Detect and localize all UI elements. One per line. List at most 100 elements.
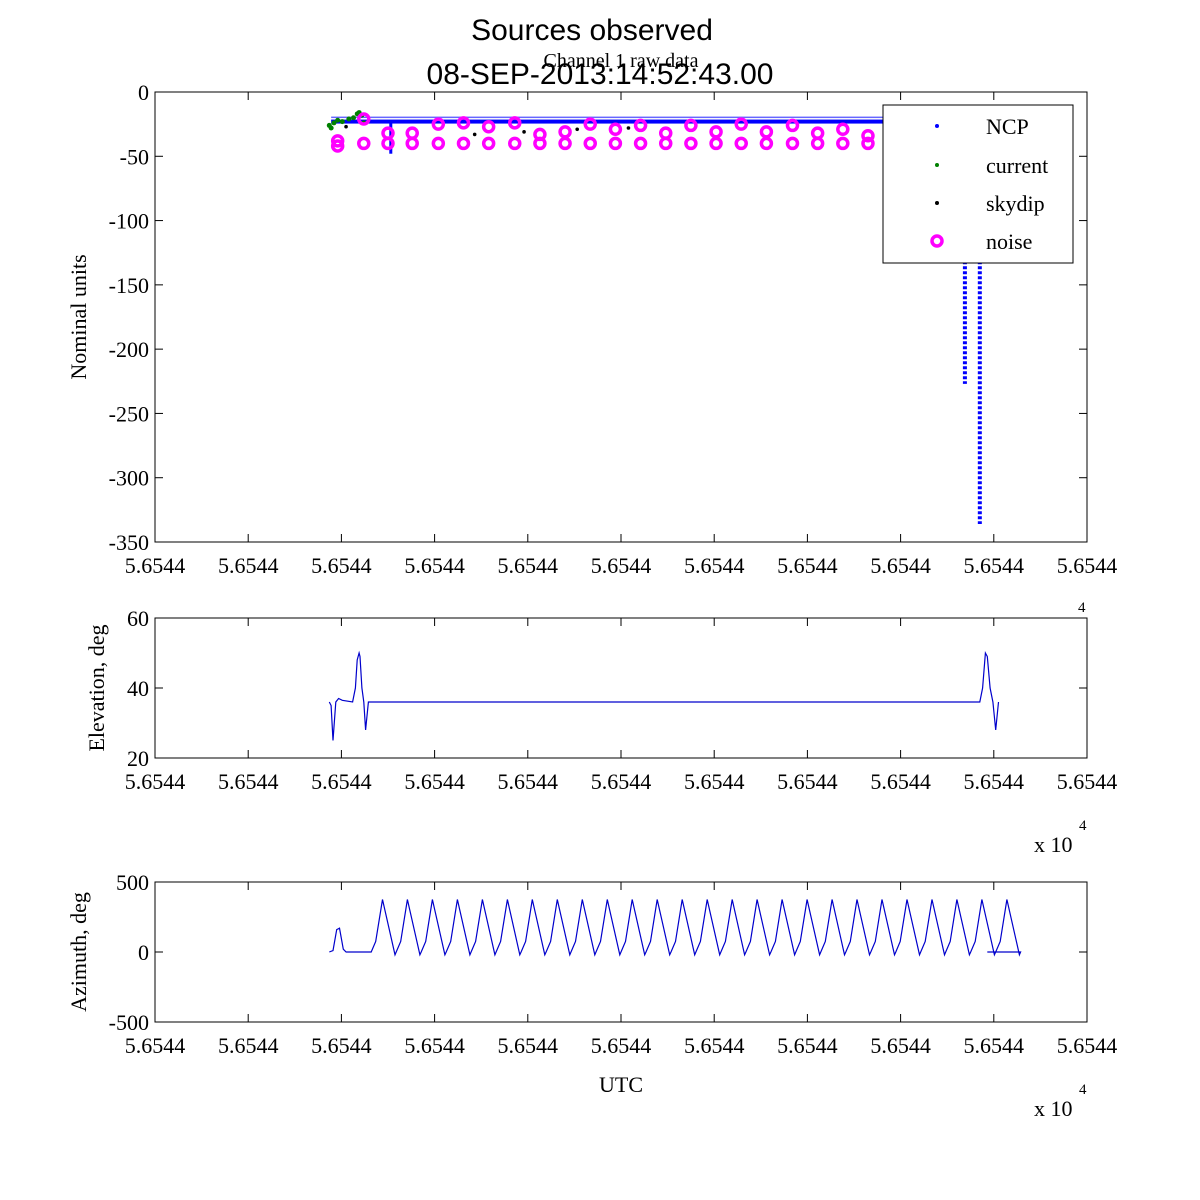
noise-point-25	[633, 136, 648, 151]
current-point-6	[351, 115, 357, 121]
legend-label-ncp: NCP	[986, 114, 1029, 139]
noise-point-29	[684, 136, 698, 151]
elevation-plot-area	[154, 617, 1088, 759]
azimuth-line	[329, 899, 1022, 957]
noise-point-24	[633, 118, 648, 133]
raw-data-xtick-label-9: 5.6544	[964, 553, 1025, 578]
elevation-xtick-label-3: 5.6544	[404, 769, 465, 794]
elevation-xtick-label-5: 5.6544	[591, 769, 652, 794]
azimuth-xtick-label-9: 5.6544	[964, 1033, 1025, 1058]
azimuth-xtick-label-5: 5.6544	[591, 1033, 652, 1058]
ncp-series-band-upper	[331, 116, 983, 119]
legend-marker-noise	[930, 234, 944, 248]
figure-title-line1: Sources observed	[471, 14, 713, 47]
azimuth-ytick-label-0: 500	[116, 870, 149, 895]
noise-point-22	[608, 122, 623, 137]
noise-point-3	[357, 136, 371, 151]
elevation-xtick-label-2: 5.6544	[311, 769, 372, 794]
noise-point-5	[381, 136, 395, 151]
raw-data-ytick-label-4: -200	[109, 337, 149, 362]
skydip-point-2	[522, 130, 526, 134]
elevation-ytick-label-1: 40	[127, 676, 149, 701]
raw-data-xtick-label-8: 5.6544	[870, 553, 931, 578]
noise-point-36	[785, 118, 800, 133]
raw-data-axes: Channel 1 raw data Nominal units 0 -50 -10…	[66, 50, 1117, 578]
legend-marker-skydip	[935, 201, 939, 205]
noise-point-43	[861, 136, 875, 151]
legend-marker-ncp	[935, 124, 939, 128]
noise-point-9	[431, 136, 446, 151]
noise-point-35	[759, 136, 774, 151]
noise-point-32	[734, 117, 748, 131]
elevation-ytick-label-0: 60	[127, 606, 149, 631]
raw-data-xtick-label-6: 5.6544	[684, 553, 745, 578]
legend-label-skydip: skydip	[986, 191, 1045, 216]
noise-point-31	[709, 136, 723, 151]
noise-point-40	[836, 122, 850, 137]
noise-point-2	[357, 112, 371, 126]
elevation-xtick-label-6: 5.6544	[684, 769, 745, 794]
noise-point-1	[330, 139, 345, 153]
azimuth-ytick-label-1: 0	[138, 940, 149, 965]
noise-point-27	[658, 136, 673, 151]
azimuth-xtick-label-10: 5.6544	[1057, 1033, 1118, 1058]
elevation-xtick-label-1: 5.6544	[218, 769, 279, 794]
raw-data-xtick-label-7: 5.6544	[777, 553, 838, 578]
skydip-point-1	[472, 132, 477, 137]
elevation-xtick-label-0: 5.6544	[125, 769, 186, 794]
noise-point-23	[608, 136, 623, 151]
noise-point-41	[836, 136, 850, 151]
elevation-xtick-label-8: 5.6544	[870, 769, 931, 794]
skydip-point-3	[575, 127, 579, 132]
raw-data-ytick-label-3: -150	[109, 273, 149, 298]
noise-point-39	[810, 136, 825, 151]
azimuth-y-axis-label: Azimuth, deg	[66, 892, 91, 1012]
current-point-2	[331, 120, 337, 126]
noise-point-21	[583, 136, 597, 151]
elevation-line	[328, 650, 1000, 741]
elevation-x-multiplier: x 10	[1034, 832, 1073, 857]
noise-point-10	[456, 116, 471, 130]
skydip-point-4	[626, 126, 631, 130]
raw-data-ytick-label-6: -300	[109, 466, 149, 491]
raw-data-ytick-label-2: -100	[109, 209, 149, 234]
raw-data-ytick-label-5: -250	[109, 401, 149, 426]
elevation-xtick-label-10: 5.6544	[1057, 769, 1118, 794]
azimuth-ytick-label-2: -500	[109, 1010, 149, 1035]
current-point-1	[328, 125, 334, 131]
elevation-ytick-label-2: 20	[127, 746, 149, 771]
raw-data-ytick-label-1: -50	[120, 144, 149, 169]
raw-data-xtick-label-2: 5.6544	[311, 553, 372, 578]
legend: NCP current skydip noise	[882, 104, 1074, 264]
noise-point-13	[481, 136, 496, 151]
noise-point-33	[734, 136, 748, 151]
skydip-point-0	[344, 124, 348, 129]
azimuth-xtick-label-7: 5.6544	[777, 1033, 838, 1058]
noise-point-37	[785, 136, 800, 151]
noise-point-20	[583, 117, 597, 131]
legend-marker-current	[935, 163, 939, 167]
noise-point-11	[456, 136, 471, 151]
noise-point-42	[861, 128, 875, 143]
azimuth-axes: Azimuth, deg 500 0 -500 5.6544 5.6544 5.6544…	[66, 870, 1117, 1121]
raw-data-xtick-label-1: 5.6544	[218, 553, 279, 578]
noise-point-15	[508, 136, 522, 151]
elevation-x-multiplier-exponent: 4	[1079, 818, 1087, 834]
legend-label-noise: noise	[986, 229, 1032, 254]
raw-data-xtick-label-4: 5.6544	[498, 553, 559, 578]
raw-data-xtick-label-10: 5.6544	[1057, 553, 1118, 578]
raw-data-y-axis-label: Nominal units	[66, 254, 91, 379]
raw-data-xtick-label-5: 5.6544	[591, 553, 652, 578]
azimuth-x-multiplier: x 10	[1034, 1096, 1073, 1121]
current-point-3	[335, 117, 341, 123]
raw-data-xtick-label-3: 5.6544	[404, 553, 465, 578]
ncp-series-band	[331, 119, 983, 124]
noise-point-8	[431, 117, 446, 131]
noise-point-12	[481, 119, 496, 134]
raw-data-ytick-label-0: 0	[138, 80, 149, 105]
current-point-5	[346, 116, 352, 122]
noise-point-28	[684, 118, 698, 133]
azimuth-xtick-label-3: 5.6544	[404, 1033, 465, 1058]
azimuth-xtick-label-1: 5.6544	[218, 1033, 279, 1058]
